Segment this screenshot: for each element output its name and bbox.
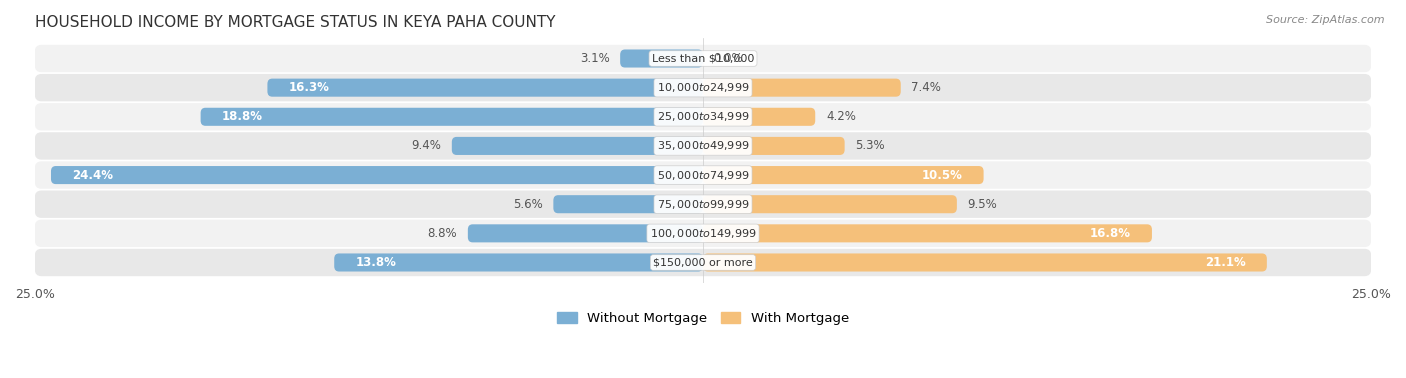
Text: Source: ZipAtlas.com: Source: ZipAtlas.com — [1267, 15, 1385, 25]
Text: 24.4%: 24.4% — [72, 169, 114, 181]
FancyBboxPatch shape — [554, 195, 703, 213]
Text: 13.8%: 13.8% — [356, 256, 396, 269]
FancyBboxPatch shape — [703, 254, 1267, 271]
FancyBboxPatch shape — [35, 191, 1371, 218]
FancyBboxPatch shape — [201, 108, 703, 126]
Text: $25,000 to $34,999: $25,000 to $34,999 — [657, 110, 749, 123]
FancyBboxPatch shape — [703, 195, 957, 213]
FancyBboxPatch shape — [267, 79, 703, 97]
Text: 18.8%: 18.8% — [222, 110, 263, 123]
FancyBboxPatch shape — [35, 249, 1371, 276]
FancyBboxPatch shape — [703, 224, 1152, 242]
FancyBboxPatch shape — [703, 137, 845, 155]
FancyBboxPatch shape — [51, 166, 703, 184]
Text: 5.3%: 5.3% — [855, 139, 884, 152]
Text: $50,000 to $74,999: $50,000 to $74,999 — [657, 169, 749, 181]
Text: $150,000 or more: $150,000 or more — [654, 257, 752, 268]
FancyBboxPatch shape — [35, 220, 1371, 247]
FancyBboxPatch shape — [468, 224, 703, 242]
Text: 16.8%: 16.8% — [1090, 227, 1130, 240]
FancyBboxPatch shape — [35, 74, 1371, 101]
Text: $75,000 to $99,999: $75,000 to $99,999 — [657, 198, 749, 211]
Text: 4.2%: 4.2% — [825, 110, 856, 123]
Text: 0.0%: 0.0% — [714, 52, 744, 65]
Text: HOUSEHOLD INCOME BY MORTGAGE STATUS IN KEYA PAHA COUNTY: HOUSEHOLD INCOME BY MORTGAGE STATUS IN K… — [35, 15, 555, 30]
Text: 3.1%: 3.1% — [579, 52, 609, 65]
FancyBboxPatch shape — [335, 254, 703, 271]
FancyBboxPatch shape — [620, 50, 703, 68]
Text: 9.5%: 9.5% — [967, 198, 997, 211]
FancyBboxPatch shape — [703, 79, 901, 97]
FancyBboxPatch shape — [703, 166, 984, 184]
FancyBboxPatch shape — [703, 108, 815, 126]
FancyBboxPatch shape — [35, 45, 1371, 72]
Text: 9.4%: 9.4% — [411, 139, 441, 152]
FancyBboxPatch shape — [35, 161, 1371, 189]
Text: 8.8%: 8.8% — [427, 227, 457, 240]
Text: Less than $10,000: Less than $10,000 — [652, 54, 754, 64]
Legend: Without Mortgage, With Mortgage: Without Mortgage, With Mortgage — [551, 307, 855, 330]
Text: 10.5%: 10.5% — [921, 169, 962, 181]
Text: $10,000 to $24,999: $10,000 to $24,999 — [657, 81, 749, 94]
Text: 5.6%: 5.6% — [513, 198, 543, 211]
Text: 16.3%: 16.3% — [288, 81, 329, 94]
FancyBboxPatch shape — [35, 103, 1371, 130]
Text: $35,000 to $49,999: $35,000 to $49,999 — [657, 139, 749, 152]
Text: 21.1%: 21.1% — [1205, 256, 1246, 269]
Text: $100,000 to $149,999: $100,000 to $149,999 — [650, 227, 756, 240]
FancyBboxPatch shape — [451, 137, 703, 155]
Text: 7.4%: 7.4% — [911, 81, 941, 94]
FancyBboxPatch shape — [35, 132, 1371, 160]
